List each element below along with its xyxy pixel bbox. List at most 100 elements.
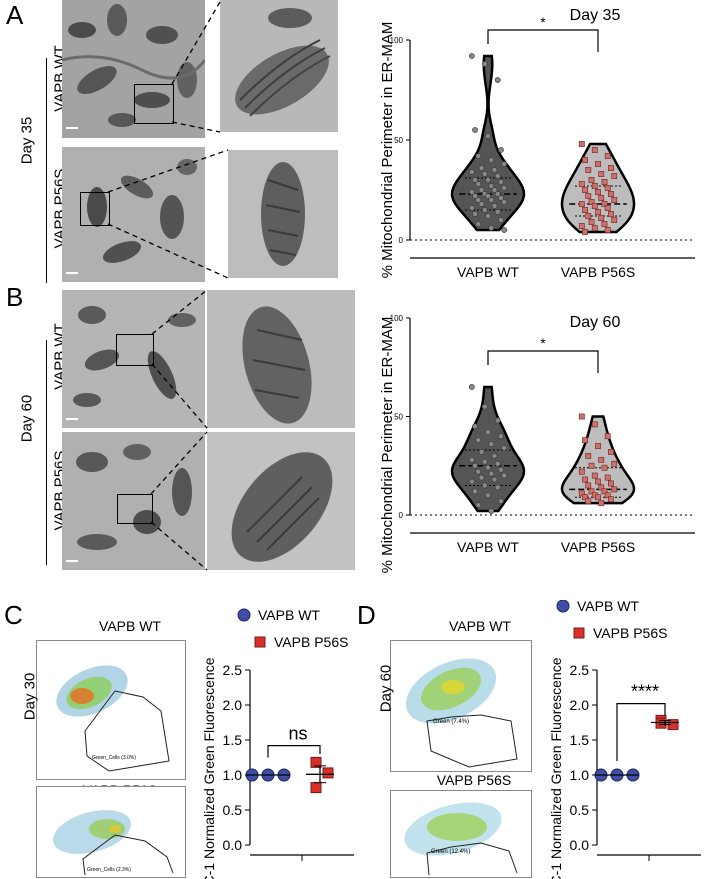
legend-label-p56s: VAPB P56S: [274, 634, 348, 650]
data-point: [468, 189, 475, 195]
data-point: [494, 77, 501, 83]
data-point: [488, 470, 495, 477]
data-point: [498, 433, 504, 440]
data-point: [598, 215, 605, 221]
significance-label: ****: [631, 682, 659, 702]
data-point: [472, 488, 478, 495]
x-tick-label: VAPB P56S: [561, 539, 635, 555]
panel-label-c: C: [4, 600, 23, 630]
em-image-b-p56s: [62, 432, 205, 570]
panel-label-d: D: [357, 600, 376, 630]
data-point: [591, 147, 598, 153]
violin-1: [560, 415, 636, 505]
data-point: [481, 171, 488, 177]
panel-label-a: A: [6, 0, 24, 30]
data-point: [611, 197, 618, 203]
y-axis-label: JC-1 Normalized Green Fluorescence: [548, 657, 564, 879]
y-tick-label: 2.5: [223, 662, 243, 678]
em-zoom-box-a-p56s: [80, 192, 110, 226]
gate-label: Green (12.4%): [431, 849, 470, 855]
data-point: [582, 476, 588, 483]
legend-marker-wt: [556, 600, 570, 613]
gate-label: Green_Cells (2.3%): [87, 867, 131, 873]
facs-plot-d-p56s: Green (12.4%): [390, 790, 532, 878]
data-point: [591, 203, 598, 209]
y-tick-label: 2.0: [570, 697, 590, 713]
y-axis-label: % Mitochondrial Perimeter in ER-MAM: [379, 317, 396, 574]
panel-a-group-bracket: [46, 58, 47, 283]
data-point: [501, 199, 508, 205]
data-point: [501, 472, 508, 479]
data-point: [578, 490, 585, 497]
data-point: [601, 488, 608, 495]
violin-chart-day35: Day 35 % Mitochondrial Perimeter in ER-M…: [379, 7, 695, 280]
data-point: [591, 183, 598, 189]
significance-label: *: [540, 14, 546, 30]
y-tick-label: 50: [394, 413, 403, 422]
data-point: [611, 486, 618, 493]
significance-bracket: [267, 745, 321, 758]
data-point: [491, 476, 498, 483]
data-point: [475, 468, 482, 475]
data-point: [491, 203, 498, 209]
y-tick-label: 1.5: [570, 732, 590, 748]
data-point: [494, 460, 501, 467]
significance-bracket: [616, 703, 666, 761]
chart-title: Day 35: [570, 7, 621, 24]
data-point: [475, 153, 482, 159]
data-point: [494, 209, 501, 215]
y-tick-label: 0.5: [570, 802, 590, 818]
data-point: [488, 441, 495, 447]
data-point-p56s: [310, 756, 322, 768]
data-point: [485, 213, 491, 219]
em-image-a-wt: [62, 0, 205, 138]
data-point: [578, 223, 585, 229]
data-point: [491, 452, 498, 459]
data-point: [588, 462, 595, 469]
data-point: [585, 213, 592, 219]
data-point: [485, 464, 491, 471]
facs-plot-c-wt: Green_Cells (3.0%): [36, 640, 186, 780]
data-point: [481, 482, 488, 489]
data-point: [468, 53, 475, 59]
data-point: [582, 494, 588, 501]
x-tick-label: VAPB WT: [457, 264, 519, 280]
legend-marker-wt: [237, 608, 251, 622]
y-tick-label: 1.5: [223, 732, 243, 748]
data-point: [472, 423, 478, 430]
data-point: [498, 147, 504, 153]
y-tick-label: 0.0: [223, 837, 243, 853]
facs-c-side-label: Day 30: [21, 672, 39, 721]
data-point: [595, 161, 601, 167]
data-point: [604, 474, 611, 481]
data-point: [591, 225, 598, 231]
data-point: [608, 191, 614, 197]
data-point: [501, 185, 508, 191]
data-point: [491, 187, 498, 193]
data-point: [601, 201, 608, 207]
data-point: [478, 201, 485, 207]
data-point: [498, 217, 504, 223]
facs-plot-d-wt: Green (7.4%): [390, 640, 532, 772]
violin-1: [560, 142, 636, 234]
data-point: [488, 225, 495, 231]
data-point: [485, 133, 491, 139]
data-point: [488, 508, 495, 514]
y-tick-label: 50: [394, 136, 403, 145]
data-point: [478, 165, 485, 171]
facs-d-top-title: VAPB WT: [449, 618, 511, 634]
data-point: [585, 482, 592, 489]
x-tick-label: VAPB WT: [457, 539, 519, 555]
data-point: [582, 157, 588, 163]
data-point: [608, 496, 614, 503]
data-point: [585, 167, 592, 173]
data-point: [578, 181, 585, 187]
panel-b-group-bracket: [46, 340, 47, 565]
data-point: [604, 153, 611, 159]
scatter-chart-d: JC-1 Normalized Green Fluorescence 0.0 0.…: [548, 600, 701, 879]
data-point: [468, 205, 475, 211]
em-zoom-box-a-wt: [134, 84, 174, 124]
data-point: [598, 456, 605, 463]
legend-marker-p56s: [254, 636, 266, 648]
y-axis-label: % Mitochondrial Perimeter in ER-MAM: [379, 22, 396, 279]
